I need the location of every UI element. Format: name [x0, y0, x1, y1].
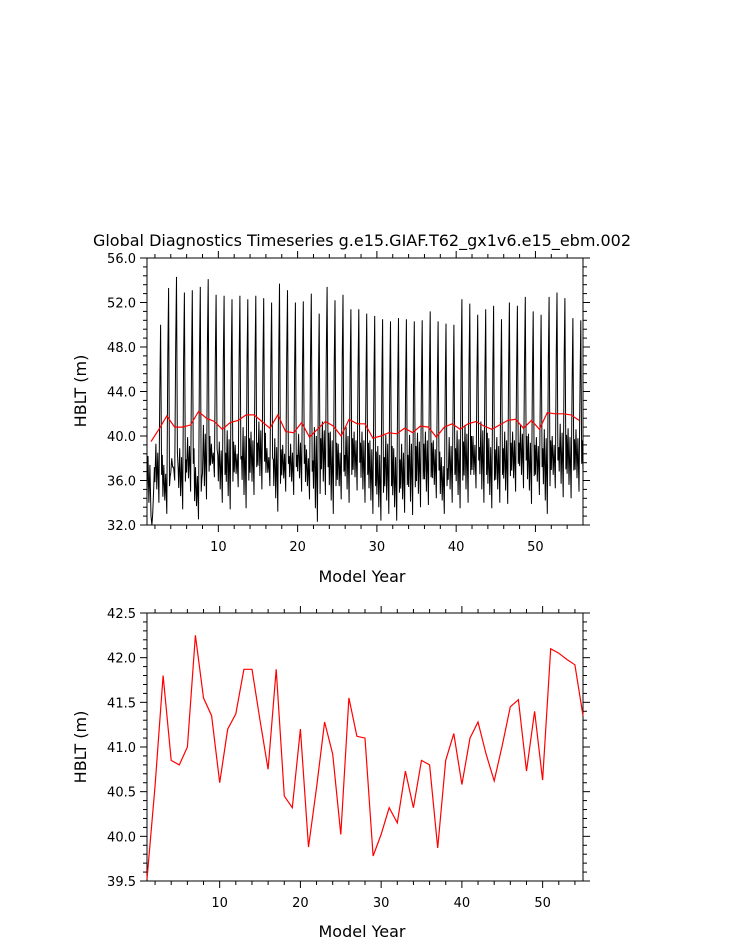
top-x-tick-label: 20 — [289, 540, 306, 555]
top-x-tick-label: 50 — [527, 540, 544, 555]
figure-title: Global Diagnostics Timeseries g.e15.GIAF… — [93, 231, 631, 251]
bottom-plot-frame — [146, 612, 584, 882]
bottom-y-ticks: 39.5 40.0 40.5 41.0 41.5 42.0 42.5 — [107, 607, 590, 890]
top-y-tick-label: 36.0 — [107, 475, 136, 490]
top-x-tick-label: 30 — [369, 540, 386, 555]
bottom-y-tick-label: 41.5 — [107, 696, 136, 711]
bottom-y-tick-label: 40.5 — [107, 786, 136, 801]
top-annual-mean-line — [150, 410, 580, 442]
top-y-tick-label: 56.0 — [107, 252, 136, 267]
top-minor-ticks — [143, 254, 587, 529]
bottom-minor-ticks — [143, 609, 587, 885]
bottom-annual-mean-line — [146, 635, 584, 880]
bottom-x-tick-label: 50 — [534, 896, 551, 911]
top-y-axis-label: HBLT (m) — [71, 355, 90, 428]
bottom-x-tick-label: 20 — [292, 896, 309, 911]
top-y-ticks: 32.0 36.0 40.0 44.0 48.0 52.0 56.0 — [107, 252, 590, 534]
bottom-x-tick-label: 30 — [373, 896, 390, 911]
top-y-tick-label: 52.0 — [107, 297, 136, 312]
bottom-y-tick-label: 42.5 — [107, 607, 136, 622]
top-x-tick-label: 10 — [210, 540, 227, 555]
bottom-x-axis-label: Model Year — [319, 922, 406, 941]
top-x-tick-label: 40 — [448, 540, 465, 555]
bottom-x-ticks: 10 20 30 40 50 — [211, 606, 551, 911]
top-x-axis-label: Model Year — [319, 567, 406, 586]
bottom-y-tick-label: 41.0 — [107, 741, 136, 756]
top-y-tick-label: 40.0 — [107, 430, 136, 445]
bottom-y-tick-label: 42.0 — [107, 652, 136, 667]
bottom-y-tick-label: 40.0 — [107, 830, 136, 845]
bottom-x-tick-label: 40 — [454, 896, 471, 911]
top-y-tick-label: 48.0 — [107, 341, 136, 356]
bottom-series-group — [146, 635, 584, 880]
bottom-chart-panel: 39.540.040.541.041.542.042.5 10 20 30 40 50 … — [71, 606, 590, 941]
bottom-y-tick-label: 39.5 — [107, 875, 136, 890]
top-y-tick-label: 32.0 — [107, 519, 136, 534]
top-chart-panel: 32.036.040.044.048.052.056.0 10 20 30 40 50 … — [71, 251, 590, 586]
bottom-x-tick-label: 10 — [211, 896, 228, 911]
top-series-group — [146, 276, 584, 526]
top-y-tick-label: 44.0 — [107, 386, 136, 401]
top-x-ticks: 10 20 30 40 50 — [210, 251, 544, 555]
top-monthly-series-line — [146, 276, 584, 526]
bottom-y-axis-label: HBLT (m) — [71, 711, 90, 784]
